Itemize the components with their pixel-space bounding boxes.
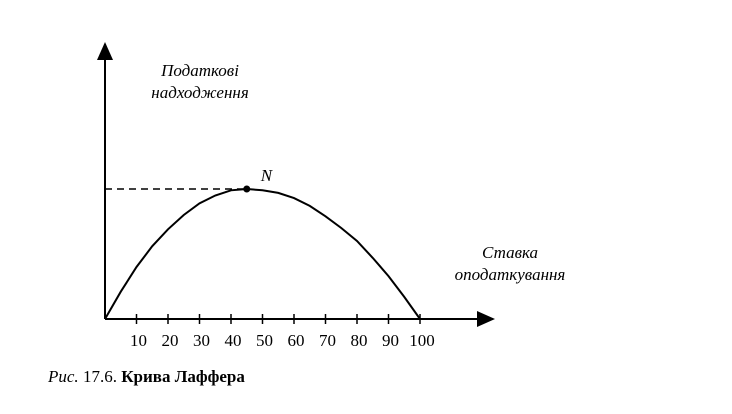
caption-number: 17.6. xyxy=(83,367,117,386)
x-tick-label: 30 xyxy=(193,331,210,350)
x-axis-label: Ставка xyxy=(482,243,538,262)
caption-title: Крива Лаффера xyxy=(121,367,245,386)
caption-prefix: Рис. xyxy=(47,367,79,386)
caption: Рис. 17.6. Крива Лаффера xyxy=(47,367,245,386)
x-tick-label: 40 xyxy=(225,331,242,350)
y-axis-label: Податкові xyxy=(160,61,239,80)
curve xyxy=(104,187,421,320)
x-tick-label: 70 xyxy=(319,331,336,350)
x-tick-label: 100 xyxy=(409,331,435,350)
x-tick-label: 10 xyxy=(130,331,147,350)
x-tick-label: 90 xyxy=(382,331,399,350)
x-tick-label: 60 xyxy=(288,331,305,350)
x-tick-label: 20 xyxy=(162,331,179,350)
peak-label: N xyxy=(260,166,274,185)
peak-point xyxy=(243,185,251,193)
x-tick-label: 50 xyxy=(256,331,273,350)
x-axis-label: оподаткування xyxy=(455,265,566,284)
y-axis-label: надходження xyxy=(151,83,249,102)
x-tick-label: 80 xyxy=(351,331,368,350)
